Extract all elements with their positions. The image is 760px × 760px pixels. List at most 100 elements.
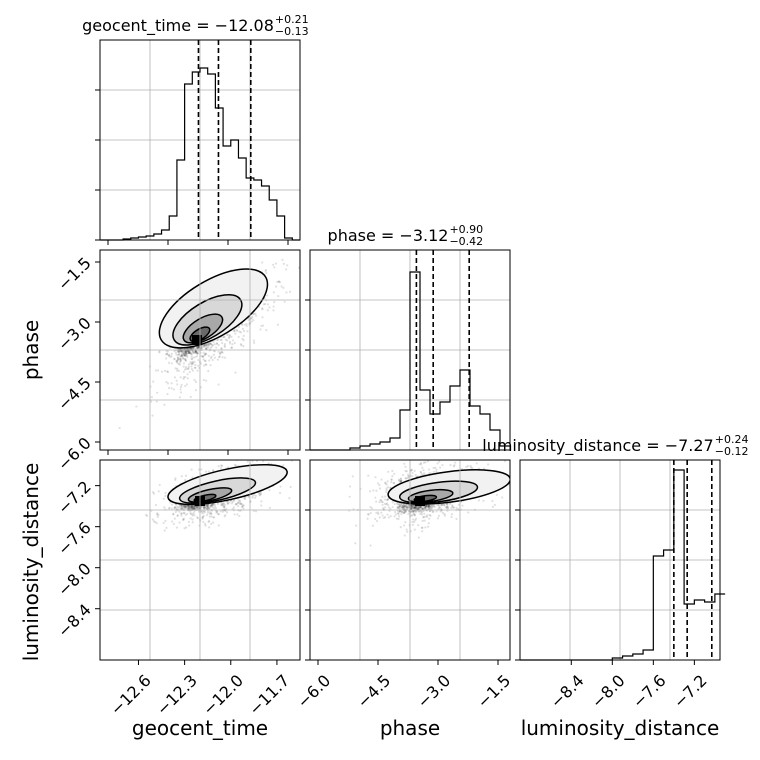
scatter-point — [378, 516, 381, 519]
scatter-point — [223, 503, 227, 506]
scatter-point — [412, 509, 415, 513]
scatter-point — [190, 507, 193, 510]
scatter-point — [409, 506, 413, 509]
scatter-point — [182, 351, 185, 354]
scatter-point — [187, 347, 190, 350]
scatter-point — [192, 356, 195, 359]
scatter-point — [450, 513, 453, 516]
scatter-point — [200, 347, 203, 350]
scatter-point — [203, 344, 206, 347]
scatter-point — [179, 360, 182, 363]
scatter-point — [193, 366, 197, 369]
scatter-point — [185, 352, 188, 355]
scatter-point — [219, 467, 222, 470]
scatter-point — [157, 513, 160, 517]
scatter-point — [378, 501, 381, 504]
scatter-point — [182, 377, 185, 381]
histogram-bar — [380, 442, 390, 450]
scatter-point — [262, 460, 265, 463]
histogram-bar — [420, 390, 430, 450]
scatter-point — [208, 359, 211, 362]
scatter-point — [184, 384, 187, 388]
scatter-point — [177, 350, 180, 353]
scatter-point — [180, 475, 183, 478]
scatter-point — [188, 524, 191, 527]
scatter-point — [433, 505, 436, 508]
scatter-point — [177, 353, 181, 356]
scatter-point — [384, 481, 387, 484]
scatter-point — [193, 507, 196, 510]
scatter-point — [471, 466, 474, 470]
scatter-point — [277, 295, 280, 298]
scatter-point — [203, 511, 206, 514]
scatter-point — [414, 507, 418, 510]
scatter-point — [421, 526, 424, 529]
scatter-point — [404, 506, 408, 509]
scatter-point — [181, 507, 184, 510]
scatter-point — [430, 504, 434, 507]
scatter-point — [194, 351, 197, 354]
scatter-point — [410, 507, 413, 510]
scatter-point — [166, 371, 169, 374]
scatter-point — [195, 507, 198, 510]
scatter-4-frame — [99, 459, 301, 661]
scatter-point — [208, 512, 211, 515]
scatter-point — [417, 507, 420, 510]
scatter-point — [182, 365, 185, 368]
scatter-point — [206, 511, 209, 514]
scatter-point — [207, 344, 210, 347]
scatter-point — [398, 479, 401, 482]
scatter-point — [403, 462, 406, 465]
scatter-point — [238, 502, 242, 506]
scatter-point — [226, 502, 229, 505]
scatter-point — [398, 503, 401, 506]
scatter-point — [445, 506, 448, 509]
scatter-point — [451, 504, 454, 507]
scatter-point — [187, 352, 190, 355]
scatter-point — [246, 330, 249, 333]
scatter-point — [170, 352, 173, 355]
scatter-point — [427, 505, 430, 508]
scatter-point — [454, 461, 457, 464]
scatter-point — [234, 503, 238, 506]
scatter-point — [179, 349, 183, 353]
scatter-point — [266, 309, 269, 312]
scatter-point — [253, 312, 256, 316]
scatter-point — [179, 358, 182, 361]
scatter-point — [188, 350, 191, 353]
scatter-point — [436, 503, 439, 506]
scatter-point — [189, 511, 192, 514]
scatter-point — [379, 456, 381, 458]
scatter-point — [424, 515, 427, 518]
scatter-point — [190, 362, 193, 365]
scatter-point — [385, 503, 388, 506]
scatter-point — [431, 506, 434, 510]
scatter-point — [152, 492, 156, 495]
scatter-point — [220, 464, 223, 467]
scatter-point — [404, 521, 407, 524]
scatter-point — [390, 478, 393, 482]
scatter-point — [184, 350, 187, 353]
scatter-point — [273, 266, 276, 269]
scatter-point — [180, 507, 183, 511]
scatter-point — [189, 351, 192, 355]
scatter-point — [179, 388, 182, 391]
scatter-point — [431, 505, 434, 508]
histogram-bar — [653, 556, 663, 660]
scatter-point — [183, 506, 186, 510]
scatter-point — [437, 514, 441, 517]
scatter-point — [428, 504, 431, 508]
scatter-point — [393, 502, 396, 506]
scatter-point — [411, 504, 414, 507]
scatter-point — [194, 366, 197, 369]
scatter-point — [177, 362, 180, 366]
scatter-point — [217, 513, 220, 516]
scatter-point — [260, 324, 263, 328]
scatter-point — [277, 280, 280, 283]
scatter-point — [403, 534, 406, 537]
scatter-point — [438, 466, 442, 469]
scatter-point — [402, 504, 405, 507]
scatter-point — [168, 353, 171, 356]
scatter-point — [226, 501, 229, 504]
scatter-point — [409, 452, 411, 454]
